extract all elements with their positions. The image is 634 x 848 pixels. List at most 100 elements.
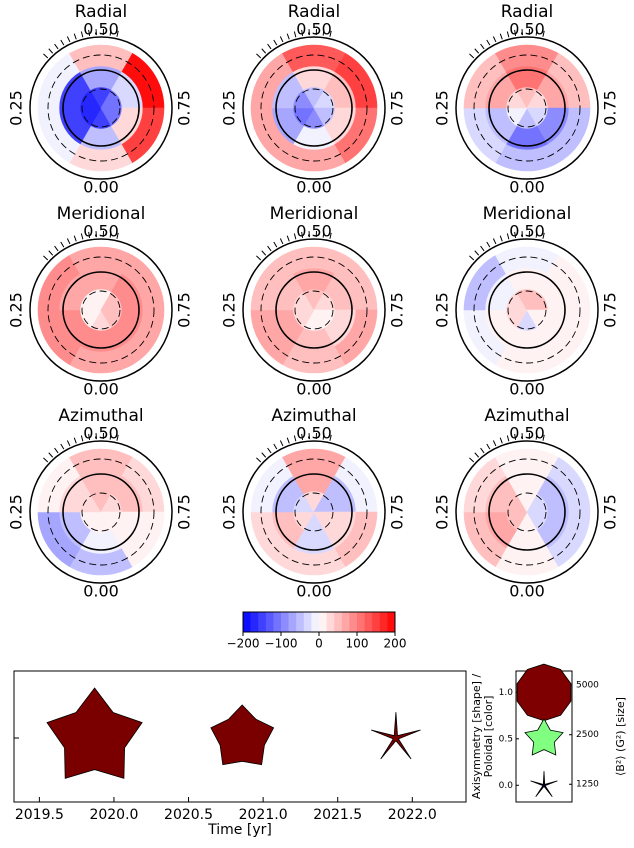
colorbar-bin bbox=[250, 612, 259, 632]
phase-tick bbox=[492, 440, 497, 447]
latitude-line bbox=[47, 54, 155, 162]
colorbar-bin bbox=[311, 612, 320, 632]
colorbar-bin bbox=[387, 612, 396, 632]
phase-tick bbox=[514, 433, 517, 440]
colorbar-tick-label: −200 bbox=[227, 637, 260, 651]
colorbar-bin bbox=[288, 612, 297, 632]
latitude-line bbox=[47, 458, 155, 566]
colorbar-bin bbox=[334, 612, 343, 632]
colorbar-bin bbox=[258, 612, 267, 632]
phase-tick bbox=[322, 231, 325, 238]
phase-tick bbox=[273, 241, 278, 248]
colorbar-bin bbox=[273, 612, 282, 632]
phase-tick bbox=[535, 29, 538, 36]
phase-tick bbox=[322, 433, 325, 440]
map-title: Azimuthal bbox=[271, 406, 356, 426]
phase-tick bbox=[66, 36, 71, 43]
latitude-line bbox=[473, 54, 581, 162]
equator bbox=[275, 473, 353, 551]
phase-tick bbox=[60, 241, 65, 248]
phase-tick bbox=[486, 241, 491, 248]
phase-tick bbox=[73, 437, 77, 444]
phase-label: 0.75 bbox=[601, 90, 620, 126]
map-title: Radial bbox=[75, 2, 128, 22]
phase-tick bbox=[43, 457, 49, 463]
map-cell bbox=[547, 309, 591, 365]
equator bbox=[488, 473, 566, 551]
outer-circle bbox=[455, 36, 599, 180]
phase-tick bbox=[60, 39, 65, 46]
outer-circle bbox=[455, 238, 599, 382]
phase-tick bbox=[322, 29, 325, 36]
phase-label: 0.75 bbox=[388, 494, 407, 530]
latitude-line bbox=[81, 88, 121, 128]
x-tick-label: 2020.5 bbox=[164, 807, 213, 823]
phase-tick bbox=[469, 255, 475, 261]
map-cell bbox=[547, 107, 591, 163]
colorbar-bin bbox=[265, 612, 274, 632]
phase-tick bbox=[514, 231, 517, 238]
phase-tick bbox=[469, 53, 475, 59]
x-tick-label: 2021.0 bbox=[239, 807, 288, 823]
latitude-line bbox=[507, 492, 547, 532]
latitude-line bbox=[473, 458, 581, 566]
phase-tick bbox=[66, 238, 71, 245]
phase-tick bbox=[279, 440, 284, 447]
x-tick-label: 2020.0 bbox=[89, 807, 138, 823]
colorbar-bin bbox=[357, 612, 365, 632]
phase-tick bbox=[301, 29, 304, 36]
phase-tick bbox=[535, 231, 538, 238]
phase-tick bbox=[293, 233, 297, 240]
phase-tick bbox=[48, 48, 54, 54]
key-marker bbox=[516, 663, 572, 722]
equator bbox=[62, 473, 140, 551]
map-title: Radial bbox=[288, 2, 341, 22]
equator bbox=[275, 271, 353, 349]
y-tick-label: 1.0 bbox=[499, 688, 514, 698]
map-cell bbox=[334, 309, 378, 365]
equator bbox=[488, 69, 566, 147]
phase-label: 0.25 bbox=[433, 292, 452, 328]
phase-tick bbox=[88, 29, 91, 36]
latitude-line bbox=[260, 458, 368, 566]
phase-label: 0.00 bbox=[83, 380, 119, 399]
axes-frame bbox=[13, 670, 467, 803]
phase-label: 0.00 bbox=[509, 582, 545, 601]
phase-label: 0.50 bbox=[296, 222, 332, 241]
y2-tick-label: 1250 bbox=[576, 780, 599, 790]
phase-label: 0.75 bbox=[388, 90, 407, 126]
phase-label: 0.50 bbox=[83, 424, 119, 443]
phase-tick bbox=[273, 39, 278, 46]
latitude-line bbox=[260, 54, 368, 162]
phase-tick bbox=[286, 235, 290, 242]
phase-tick bbox=[267, 43, 272, 50]
phase-label: 0.75 bbox=[601, 494, 620, 530]
phase-tick bbox=[329, 232, 332, 239]
y-tick-label: 0.0 bbox=[499, 781, 514, 791]
phase-label: 0.25 bbox=[7, 90, 26, 126]
phase-tick bbox=[329, 30, 332, 37]
phase-tick bbox=[286, 33, 290, 40]
latitude-line bbox=[294, 290, 334, 330]
phase-tick bbox=[273, 443, 278, 450]
phase-tick bbox=[43, 255, 49, 261]
phase-tick bbox=[301, 231, 304, 238]
phase-tick bbox=[54, 43, 59, 50]
map-cell bbox=[334, 107, 378, 163]
y2-axis-label: ⟨B²⟩ (G²) [size] bbox=[614, 697, 627, 776]
latitude-line bbox=[260, 256, 368, 364]
phase-tick bbox=[301, 433, 304, 440]
phase-tick bbox=[256, 457, 262, 463]
phase-tick bbox=[486, 39, 491, 46]
phase-tick bbox=[261, 452, 267, 458]
phase-tick bbox=[469, 457, 475, 463]
phase-tick bbox=[43, 53, 49, 59]
phase-label: 0.00 bbox=[296, 178, 332, 197]
phase-label: 0.00 bbox=[296, 380, 332, 399]
phase-label: 0.50 bbox=[509, 222, 545, 241]
phase-tick bbox=[54, 447, 59, 454]
